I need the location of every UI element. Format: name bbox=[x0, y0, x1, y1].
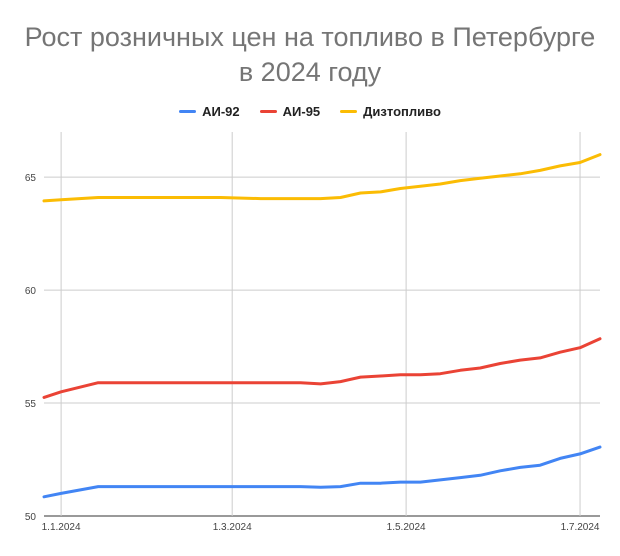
legend-item-ai92[interactable]: АИ-92 bbox=[179, 104, 240, 119]
legend-item-ai95[interactable]: АИ-95 bbox=[259, 104, 321, 119]
legend-label-ai95: АИ-95 bbox=[282, 104, 321, 119]
x-tick-label: 1.1.2024 bbox=[42, 522, 81, 533]
grid bbox=[44, 132, 600, 517]
y-tick-label: 55 bbox=[25, 399, 37, 410]
legend-swatch-ai95 bbox=[259, 110, 277, 113]
chart-title-line-1: Рост розничных цен на топливо в Петербур… bbox=[24, 22, 596, 52]
x-tick-label: 1.3.2024 bbox=[213, 522, 252, 533]
chart-legend: АИ-92 АИ-95 Дизтопливо bbox=[0, 104, 620, 119]
legend-label-ai92: АИ-92 bbox=[202, 104, 240, 119]
legend-swatch-ai92 bbox=[179, 110, 197, 113]
series-line-3 bbox=[42, 153, 602, 203]
series-line-1 bbox=[42, 445, 602, 499]
series-line-2 bbox=[42, 337, 602, 399]
axis-ticks: 50 55 60 65 1.1.2024 1.3.2024 1.5.2024 1.7.2024 bbox=[25, 173, 600, 533]
series-lines bbox=[42, 153, 602, 499]
chart-title: Рост розничных цен на топливо в Петербур… bbox=[0, 20, 620, 90]
x-tick-label: 1.7.2024 bbox=[561, 522, 600, 533]
y-tick-label: 60 bbox=[25, 286, 37, 297]
legend-swatch-diesel bbox=[340, 110, 358, 113]
x-tick-label: 1.5.2024 bbox=[387, 522, 426, 533]
y-tick-label: 50 bbox=[25, 512, 37, 523]
legend-label-diesel: Дизтопливо bbox=[363, 104, 441, 119]
y-tick-label: 65 bbox=[25, 173, 37, 184]
chart-title-line-2: в 2024 году bbox=[238, 57, 382, 87]
legend-item-diesel[interactable]: Дизтопливо bbox=[340, 104, 441, 119]
